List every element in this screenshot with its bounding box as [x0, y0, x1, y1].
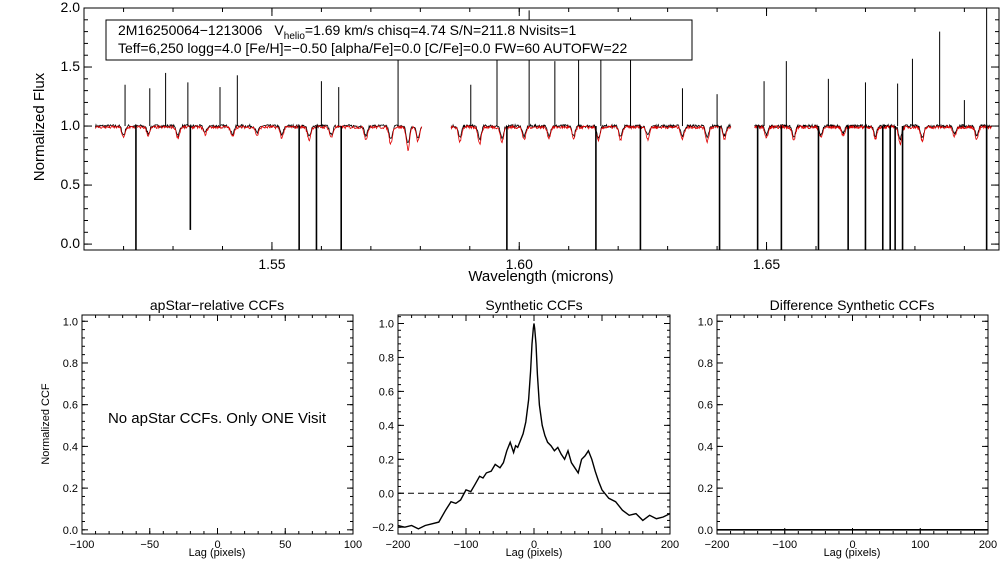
- spectrum-y-tick-label: 1.5: [61, 58, 81, 74]
- spectrum-annotation-box: [105, 19, 693, 61]
- synthetic-ticks: −200 −100 0 100 200 −0.2 0.0 0.2 0.4 0.6 0.8 1.0: [372, 315, 679, 551]
- difference-x-tick-label: −200: [705, 539, 730, 551]
- apstar-y-tick-label: 0.8: [63, 358, 78, 370]
- synthetic-x-tick-label: −100: [454, 539, 479, 551]
- spectrum-x-tick-label: 1.65: [753, 256, 780, 272]
- spectrum-series-group: [95, 8, 992, 250]
- difference-x-tick-label: 0: [849, 539, 855, 551]
- apstar-no-data-message: No apStar CCFs. Only ONE Visit: [108, 410, 327, 427]
- synthetic-ccf-line: [397, 323, 671, 530]
- vhelio-values: =1.69 km/s chisq=4.74 S/N=211.8 Nvisits=…: [305, 22, 577, 38]
- spectrum-y-tick-label: 1.0: [61, 117, 81, 133]
- spectrum-annotation-line2: Teff=6,250 logg=4.0 [Fe/H]=−0.50 [alpha/…: [118, 40, 627, 56]
- apstar-ccf-panel: apStar−relative CCFs −100 −50 0 50 100 0.0 0.2…: [40, 297, 362, 559]
- apstar-y-tick-label: 0.6: [63, 400, 78, 412]
- spectrum-y-axis-title: Normalized Flux: [31, 72, 48, 181]
- difference-y-tick-label: 0.6: [698, 400, 713, 412]
- spectrum-plot-frame: [83, 7, 1000, 251]
- apstar-x-tick-label: 0: [214, 539, 220, 551]
- apstar-x-tick-label: 100: [344, 539, 362, 551]
- spectrum-annotation-line1: 2M16250064−1213006 Vhelio=1.69 km/s chisq…: [118, 22, 576, 42]
- synthetic-y-tick-label: 0.8: [379, 352, 394, 364]
- spectrum-x-axis-title: Wavelength (microns): [468, 268, 613, 285]
- spectrum-y-tick-label: 0.5: [61, 176, 81, 192]
- synthetic-x-tick-label: 100: [593, 539, 611, 551]
- star-id-text: 2M16250064−1213006: [118, 22, 263, 38]
- synthetic-ccf-panel: Synthetic CCFs −200 −100 0 100 200 −0.2 0.0 0.2…: [372, 297, 679, 559]
- difference-x-tick-label: −100: [772, 539, 797, 551]
- difference-y-tick-label: 0.4: [698, 441, 713, 453]
- spectrum-ticks: 1.55 1.60 1.65 0.0 0.5 1.0 1.5 2.0: [61, 0, 999, 272]
- apstar-y-tick-label: 1.0: [63, 316, 78, 328]
- difference-ticks: −200 −100 0 100 200 0.0 0.2 0.4 0.6 0.8 1.0: [698, 315, 997, 551]
- synthetic-plot-frame: [397, 314, 671, 535]
- difference-y-tick-label: 0.8: [698, 358, 713, 370]
- spectrum-x-tick-label: 1.60: [506, 256, 533, 272]
- synthetic-y-tick-label: 0.4: [379, 420, 394, 432]
- spectrum-panel: 1.55 1.60 1.65 0.0 0.5 1.0 1.5 2.0 Wavelength (…: [31, 0, 1000, 285]
- spectrum-model-line: [95, 124, 992, 152]
- spectrum-y-tick-label: 2.0: [61, 0, 81, 15]
- apstar-x-tick-label: 50: [279, 539, 291, 551]
- apstar-panel-title: apStar−relative CCFs: [150, 297, 284, 313]
- difference-panel-title: Difference Synthetic CCFs: [770, 297, 935, 313]
- vhelio-subscript: helio: [284, 31, 306, 42]
- difference-y-tick-label: 0.2: [698, 483, 713, 495]
- synthetic-y-tick-label: 0.6: [379, 386, 394, 398]
- synthetic-y-tick-label: 0.0: [379, 488, 394, 500]
- difference-x-tick-label: 200: [979, 539, 997, 551]
- spectrum-y-tick-label: 0.0: [61, 235, 81, 251]
- synthetic-panel-title: Synthetic CCFs: [485, 297, 582, 313]
- synthetic-series-group: [397, 323, 671, 530]
- synthetic-x-tick-label: 200: [661, 539, 679, 551]
- difference-x-tick-label: 100: [911, 539, 929, 551]
- apstar-y-tick-label: 0.4: [63, 441, 78, 453]
- vhelio-prefix: V: [274, 22, 284, 38]
- synthetic-y-tick-label: −0.2: [372, 522, 394, 534]
- apstar-x-axis-title: Lag (pixels): [189, 547, 246, 559]
- apstar-x-tick-label: −100: [70, 539, 95, 551]
- apstar-y-axis-title: Normalized CCF: [40, 383, 52, 465]
- synthetic-x-tick-label: 0: [531, 539, 537, 551]
- difference-ccf-panel: Difference Synthetic CCFs −200 −100 0 100 20…: [698, 297, 997, 559]
- synthetic-x-axis-title: Lag (pixels): [506, 547, 563, 559]
- synthetic-x-tick-label: −200: [386, 539, 411, 551]
- difference-y-tick-label: 0.0: [698, 525, 713, 537]
- apstar-x-tick-label: −50: [140, 539, 159, 551]
- apstar-ticks: −100 −50 0 50 100 0.0 0.2 0.4 0.6 0.8 1.0: [63, 315, 362, 551]
- apstar-y-tick-label: 0.0: [63, 525, 78, 537]
- synthetic-y-tick-label: 0.2: [379, 454, 394, 466]
- difference-x-axis-title: Lag (pixels): [824, 547, 881, 559]
- spectrum-x-tick-label: 1.55: [258, 256, 285, 272]
- apstar-y-tick-label: 0.2: [63, 483, 78, 495]
- difference-y-tick-label: 1.0: [698, 316, 713, 328]
- synthetic-y-tick-label: 1.0: [379, 318, 394, 330]
- difference-plot-frame: [716, 314, 989, 535]
